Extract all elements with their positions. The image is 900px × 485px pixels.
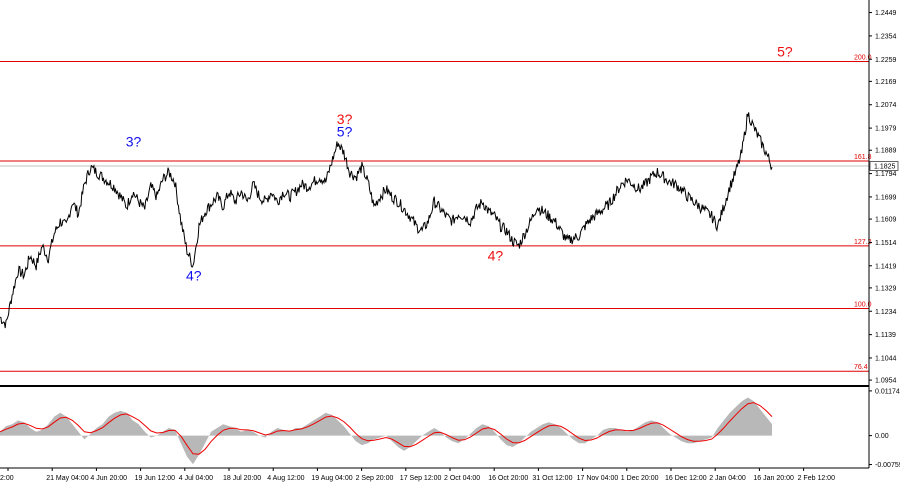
fib-level-label: 127.2 [854, 239, 872, 246]
time-tick-label: 2 Feb 12:00 [798, 475, 835, 482]
price-tick-label: 1.2259 [875, 57, 897, 64]
oscillator-axis-ticks: 0.01174 0.00 -0.00759 [869, 388, 900, 469]
price-tick-label: 1.1329 [875, 285, 897, 292]
time-tick-label: 31 Oct 12:00 [532, 475, 572, 482]
price-tick-label: 1.2354 [875, 33, 897, 40]
fib-level-label: 76.4 [854, 364, 868, 371]
wave-label: 3? [337, 111, 353, 127]
time-tick-label: 2:00 [0, 475, 14, 482]
price-tick-label: 1.1139 [875, 332, 896, 339]
time-tick-label: 16 Jan 20:00 [753, 475, 794, 482]
price-tick-label: 1.1234 [875, 309, 897, 316]
price-tick-label: 1.2074 [875, 102, 897, 109]
osc-tick-label: -0.00759 [875, 462, 900, 469]
time-tick-label: 18 Jul 20:00 [223, 475, 261, 482]
time-axis-ticks: 2:00 21 May 04:00 4 Jun 20:00 19 Jun 12:00 4… [0, 468, 835, 482]
wave-label: 4? [488, 248, 504, 264]
time-tick-label: 17 Nov 04:00 [577, 475, 619, 482]
wave-label: 3? [126, 133, 142, 149]
time-tick-label: 2 Sep 20:00 [356, 475, 394, 482]
oscillator-signal-line [0, 402, 773, 455]
time-tick-label: 19 Jun 12:00 [135, 475, 176, 482]
time-tick-label: 16 Dec 12:00 [665, 475, 707, 482]
wave-label: 5? [337, 123, 353, 139]
price-tick-label: 1.1889 [875, 148, 897, 155]
price-tick-label: 1.2169 [875, 79, 897, 86]
fib-level-label: 161.8 [854, 154, 872, 161]
time-tick-label: 21 May 04:00 [46, 475, 89, 482]
price-tick-label: 1.1044 [875, 355, 897, 362]
price-tick-label: 1.1419 [875, 263, 897, 270]
time-tick-label: 19 Aug 04:00 [311, 475, 352, 482]
wave-label: 5? [777, 44, 793, 60]
price-tick-label: 1.1699 [875, 194, 897, 201]
price-tick-label: 1.1609 [875, 217, 897, 224]
price-axis-ticks: 1.2449 1.2354 1.2259 1.2169 1.2074 1.1979 1.18… [869, 10, 897, 385]
wave-label: 4? [186, 267, 202, 283]
osc-tick-label: 0.00 [875, 433, 889, 440]
oscillator-histogram-area [0, 397, 772, 465]
time-tick-label: 4 Aug 12:00 [267, 475, 304, 482]
price-tick-label: 1.1979 [875, 126, 897, 133]
time-tick-label: 4 Jun 20:00 [90, 475, 127, 482]
oscillator-histogram [0, 397, 772, 465]
time-tick-label: 4 Jul 04:00 [179, 475, 213, 482]
price-series-line [0, 112, 773, 329]
price-tick-label: 1.2449 [875, 10, 897, 17]
time-tick-label: 17 Sep 12:00 [400, 475, 442, 482]
fibonacci-levels: 200.0 161.8 127.2 100.0 76.4 [0, 54, 872, 372]
current-price-marker: 1.1825 [869, 161, 899, 171]
time-tick-label: 16 Oct 20:00 [488, 475, 528, 482]
elliott-wave-labels: 3?4?3?5?4?5? [126, 44, 793, 284]
price-tick-label: 1.0954 [875, 378, 897, 385]
fib-level-label: 100.0 [854, 302, 872, 309]
price-tick-label: 1.1514 [875, 240, 897, 247]
osc-tick-label: 0.01174 [875, 388, 900, 395]
time-tick-label: 1 Dec 20:00 [621, 475, 659, 482]
time-tick-label: 2 Oct 04:00 [444, 475, 480, 482]
current-price-label: 1.1825 [874, 163, 896, 170]
price-tick-label: 1.1794 [875, 171, 897, 178]
current-price-box [869, 161, 899, 171]
fib-level-label: 200.0 [854, 54, 872, 61]
oscillator-pane [0, 397, 773, 465]
time-tick-label: 2 Jan 04:00 [709, 475, 746, 482]
